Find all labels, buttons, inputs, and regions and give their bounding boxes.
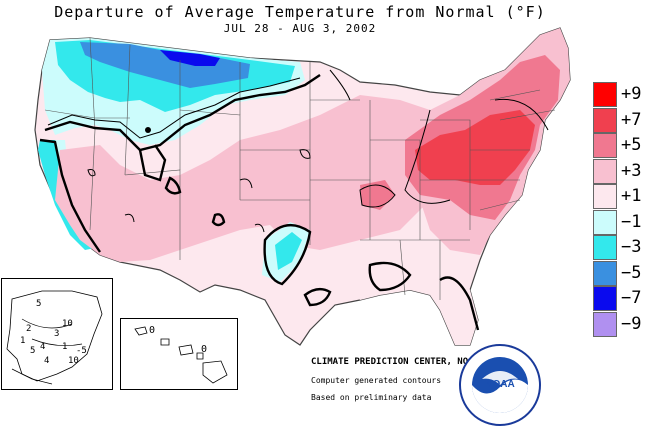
legend-label: −5 (621, 262, 642, 283)
legend-swatch (593, 235, 617, 260)
legend-label: +9 (621, 84, 642, 104)
legend-swatch (593, 260, 617, 286)
contour-lines (47, 69, 549, 233)
alaska-label: 1 (20, 336, 25, 346)
alaska-label: 5 (36, 299, 41, 309)
credit-contours-note: Computer generated contours (311, 376, 442, 385)
noaa-logo-text: NOAA (485, 379, 514, 390)
noaa-logo-icon: NOAA (458, 343, 542, 431)
us-temperature-map (34, 27, 571, 346)
warm7-region-east (415, 110, 535, 185)
alaska-label: -5 (76, 346, 87, 356)
cool-region-southeast (350, 250, 478, 345)
legend-label: +1 (621, 186, 642, 206)
state-boundaries (44, 37, 556, 300)
hawaii-label: 0 (201, 344, 207, 355)
legend-swatch (593, 311, 617, 337)
credit-agency: CLIMATE PREDICTION CENTER, NOAA (311, 357, 479, 367)
alaska-label: 10 (62, 319, 73, 329)
legend-label: +3 (621, 160, 642, 181)
legend-label: +7 (621, 109, 642, 130)
alaska-label: 3 (54, 329, 59, 339)
alaska-label: 2 (26, 324, 31, 334)
alaska-label: 10 (68, 356, 79, 366)
legend-swatch (593, 286, 617, 311)
credit-data-note: Based on preliminary data (311, 393, 432, 402)
hawaii-inset: 0 0 (120, 318, 238, 390)
legend-label: +5 (621, 135, 642, 155)
map-date-range: JUL 28 - AUG 3, 2002 (223, 22, 377, 35)
cool3-region-texas (275, 232, 302, 270)
legend-label: −7 (621, 288, 642, 308)
hawaii-map: 0 0 (134, 325, 228, 384)
warm3-region-central (55, 95, 430, 262)
legend-label: −1 (621, 211, 642, 232)
legend-swatch (593, 184, 617, 209)
legend-swatch (593, 209, 617, 235)
alaska-label: 4 (44, 356, 49, 366)
map-title: Departure of Average Temperature from No… (54, 3, 546, 21)
alaska-label: 5 (30, 346, 35, 356)
cool7-region-north (160, 50, 220, 66)
zero-contours (39, 74, 480, 331)
legend-swatch (593, 158, 617, 184)
alaska-inset: 5 10 2 3 1 5 4 1 -5 4 10 (1, 278, 113, 390)
contour-dot (145, 127, 151, 133)
alaska-map: 5 10 2 3 1 5 4 1 -5 4 10 (6, 290, 103, 385)
legend-swatch (593, 133, 617, 158)
hawaii-label: 0 (149, 325, 155, 336)
alaska-label: 4 (40, 342, 45, 352)
legend-label: −3 (621, 237, 642, 257)
alaska-label: 1 (62, 342, 67, 352)
legend-swatch (593, 82, 617, 107)
cool5-region-north (80, 42, 250, 88)
legend-swatch (593, 107, 617, 133)
legend-label: −9 (621, 313, 642, 334)
